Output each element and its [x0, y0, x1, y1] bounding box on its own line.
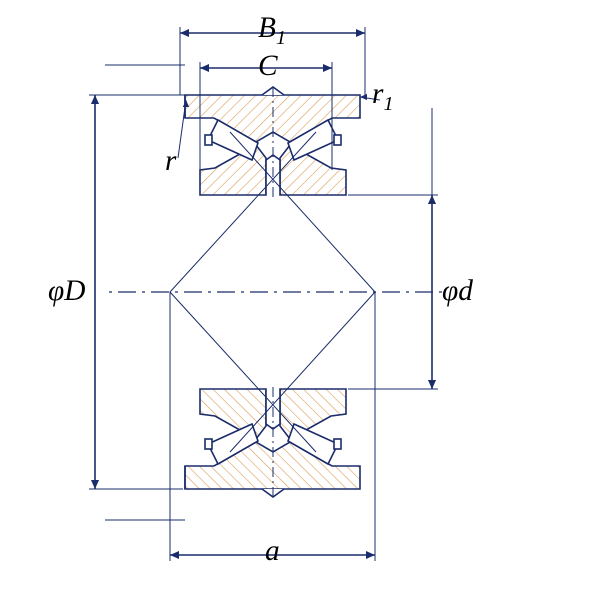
label-phid: φd: [442, 275, 473, 308]
label-B1: B1: [258, 12, 286, 50]
label-r1: r1: [372, 78, 394, 116]
label-a: a: [265, 535, 280, 568]
label-C: C: [258, 50, 278, 83]
label-phiD: φD: [48, 275, 85, 308]
bearing-cross-section-diagram: [0, 0, 600, 600]
label-r: r: [165, 145, 176, 178]
